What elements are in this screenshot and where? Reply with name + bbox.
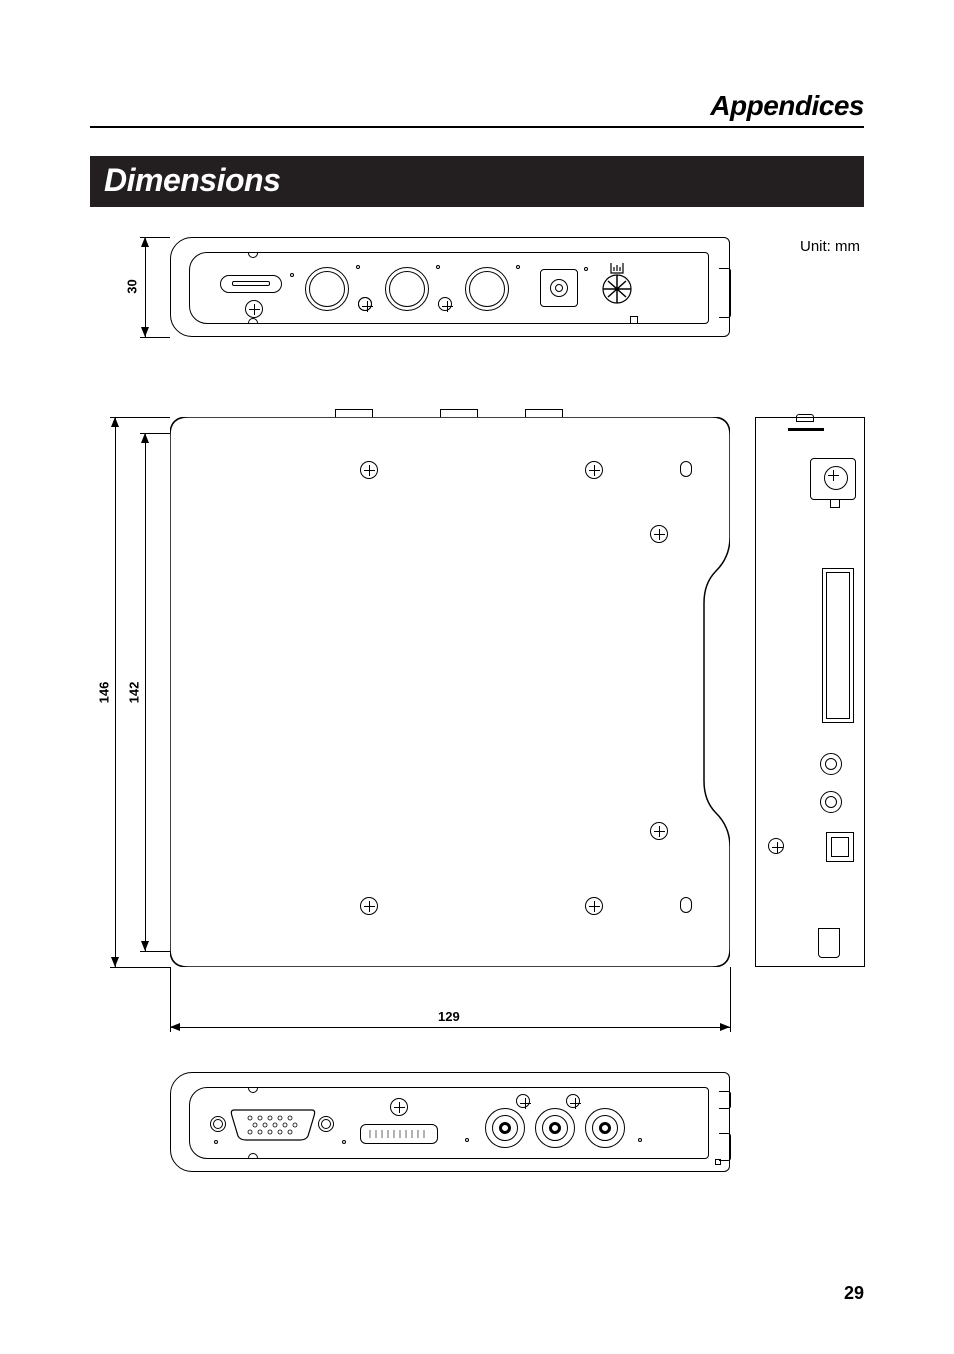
dim-width-129: 129 xyxy=(438,1009,460,1024)
top-view xyxy=(170,417,730,967)
section-header: Appendices xyxy=(90,90,864,128)
unit-label: Unit: mm xyxy=(800,238,860,255)
right-view xyxy=(755,417,865,967)
dim-depth-142: 142 xyxy=(126,682,141,704)
page-title: Dimensions xyxy=(90,156,864,207)
rear-view xyxy=(170,1072,730,1172)
dim-height-30: 30 xyxy=(125,279,140,293)
dim-depth-146: 146 xyxy=(96,682,111,704)
page-number: 29 xyxy=(844,1283,864,1304)
front-view xyxy=(170,237,730,337)
